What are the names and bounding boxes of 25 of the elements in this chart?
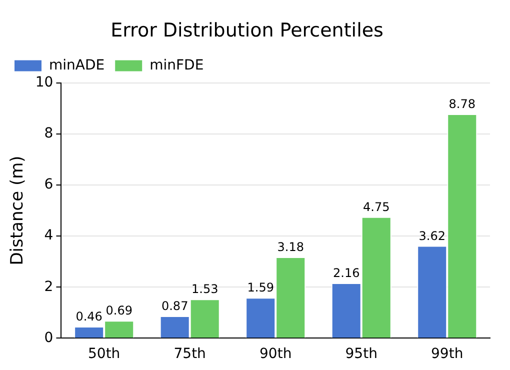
data-label: 3.18: [277, 240, 304, 254]
x-tick-label: 75th: [174, 346, 206, 362]
y-tick-label: 4: [44, 228, 54, 244]
data-label: 8.78: [448, 97, 476, 112]
data-label: 3.62: [418, 228, 446, 243]
legend-label: minFDE: [150, 57, 204, 74]
data-label: 0.87: [161, 299, 188, 314]
y-axis-title: Distance (m): [8, 156, 28, 266]
data-label: 2.16: [332, 266, 360, 280]
data-label: 0.69: [106, 304, 132, 318]
x-tick-label: 50th: [88, 346, 120, 362]
y-tick-label: 0: [44, 330, 54, 346]
y-tick-label: 8: [44, 126, 54, 142]
data-label: 0.46: [76, 310, 102, 324]
y-tick-label: 10: [35, 74, 54, 90]
chart-title: Error Distribution Percentiles: [110, 19, 384, 42]
y-tick-label: 2: [44, 278, 54, 295]
x-tick-label: 95th: [345, 346, 378, 362]
data-label: 1.53: [192, 282, 218, 296]
legend-label: minADE: [49, 57, 105, 74]
x-tick-label: 99th: [431, 346, 464, 362]
y-tick-label: 6: [44, 176, 54, 193]
data-label: 4.75: [363, 200, 390, 214]
data-label: 1.59: [247, 280, 274, 295]
x-tick-label: 90th: [260, 346, 292, 362]
